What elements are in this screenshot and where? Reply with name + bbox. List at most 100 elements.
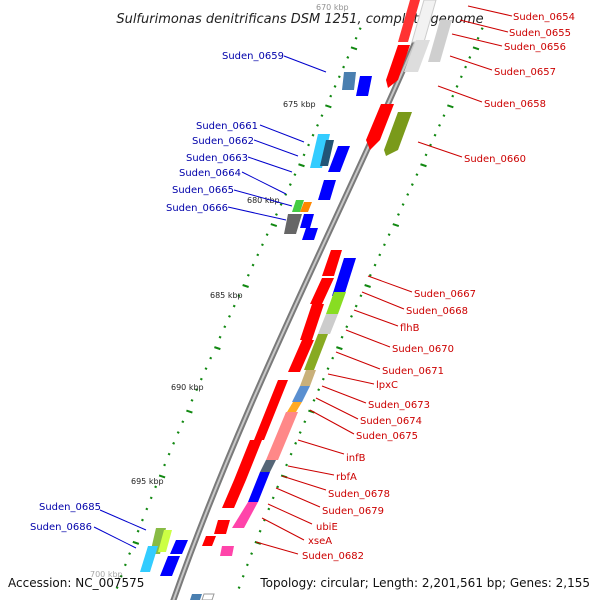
gene-label[interactable]: Suden_0664 [179, 168, 241, 179]
gene-feature [254, 380, 288, 440]
gene-label[interactable]: Suden_0659 [222, 51, 284, 62]
gene-label[interactable]: infB [346, 453, 366, 464]
gene-feature [304, 334, 328, 370]
tick-mark [354, 304, 358, 308]
tick-mark [190, 398, 194, 402]
tick-mark [245, 563, 249, 567]
gene-label[interactable]: Suden_0665 [172, 185, 234, 196]
kbp-label: 685 kbp [210, 291, 243, 300]
gene-label[interactable]: Suden_0674 [360, 416, 422, 427]
gene-label[interactable]: Suden_0675 [356, 431, 418, 442]
gene-feature [140, 546, 158, 572]
gene-label[interactable]: Suden_0671 [382, 366, 444, 377]
tick-mark [128, 552, 132, 556]
gene-label[interactable]: flhB [400, 323, 420, 334]
tick-mark [163, 463, 167, 467]
tick-mark [364, 284, 371, 288]
tick-mark [337, 75, 341, 79]
gene-label[interactable]: Suden_0667 [414, 289, 476, 300]
gene-label[interactable]: Suden_0682 [302, 551, 364, 562]
gene-feature [170, 540, 188, 554]
gene-label[interactable]: Suden_0654 [513, 12, 575, 23]
tick-mark [288, 183, 292, 186]
gene-label[interactable]: Suden_0678 [328, 489, 390, 500]
tick-mark [265, 233, 269, 237]
tick-mark [181, 420, 185, 424]
gene-feature [366, 104, 394, 150]
tick-mark [263, 518, 266, 522]
tick-mark [311, 133, 315, 137]
tick-mark [350, 315, 353, 318]
reverse-gene-labels: Suden_0659 Suden_0661 Suden_0662 Suden_0… [30, 51, 327, 549]
gene-label[interactable]: Suden_0657 [494, 67, 556, 78]
tick-mark [420, 163, 427, 168]
tick-mark [250, 552, 254, 556]
gene-feature [232, 502, 258, 528]
tick-mark [242, 284, 249, 288]
tick-mark [172, 441, 176, 445]
tick-mark [132, 540, 140, 545]
tick-mark [303, 420, 307, 424]
gene-label[interactable]: Suden_0685 [39, 502, 101, 513]
gene-label[interactable]: rbfA [336, 472, 357, 483]
tick-mark [285, 463, 289, 467]
gene-feature [220, 546, 234, 556]
gene-label[interactable]: Suden_0686 [30, 522, 92, 533]
gene-label[interactable]: Suden_0668 [406, 306, 468, 317]
tick-mark [382, 243, 386, 247]
gene-label[interactable]: Suden_0658 [484, 99, 546, 110]
tick-mark [329, 94, 333, 98]
map-title: Sulfurimonas denitrificans DSM 1251, com… [116, 12, 483, 27]
gene-label[interactable]: xseA [308, 536, 332, 547]
kbp-label: 670 kbp [316, 3, 349, 12]
gene-feature [310, 278, 334, 304]
tick-mark [136, 529, 140, 533]
tick-mark [433, 133, 437, 137]
tick-mark [325, 104, 332, 109]
tick-mark [442, 114, 446, 118]
tick-mark [167, 452, 171, 456]
gene-feature [310, 134, 330, 168]
gene-feature [284, 214, 302, 234]
tick-mark [346, 56, 350, 59]
gene-feature [266, 412, 298, 460]
gene-feature [287, 402, 302, 412]
tick-mark [256, 253, 260, 257]
gene-label[interactable]: Suden_0666 [166, 203, 228, 214]
tick-mark [149, 496, 153, 500]
gene-label[interactable]: Suden_0670 [392, 344, 454, 355]
gene-label[interactable]: Suden_0661 [196, 121, 258, 132]
tick-mark [271, 496, 275, 500]
tick-mark [123, 563, 127, 567]
gene-feature [222, 480, 246, 508]
tick-mark [316, 123, 319, 127]
tick-mark [415, 173, 419, 177]
tick-mark [410, 183, 414, 186]
tick-mark [424, 153, 428, 157]
gene-label[interactable]: Suden_0662 [192, 136, 254, 147]
tick-mark [447, 104, 454, 109]
gene-feature [248, 472, 270, 502]
gene-label[interactable]: Suden_0673 [368, 400, 430, 411]
gene-label[interactable]: Suden_0663 [186, 153, 248, 164]
tick-mark [320, 114, 324, 118]
tick-mark [406, 193, 410, 196]
tick-mark [429, 143, 433, 147]
tick-mark [340, 335, 344, 339]
gene-label[interactable]: Suden_0655 [509, 28, 571, 39]
gene-feature [326, 292, 346, 314]
tick-mark [258, 529, 262, 533]
gene-label[interactable]: Suden_0679 [322, 506, 384, 517]
tick-mark [228, 315, 231, 318]
tick-mark [298, 431, 302, 434]
tick-mark [387, 233, 391, 237]
gene-label[interactable]: ubiE [316, 522, 338, 533]
forward-gene-labels: Suden_0654 Suden_0655 Suden_0656 Suden_0… [255, 5, 575, 562]
tick-mark [293, 173, 297, 177]
tick-mark [342, 65, 346, 69]
gene-label[interactable]: Suden_0656 [504, 42, 566, 53]
tick-mark [284, 193, 288, 196]
tick-mark [401, 203, 405, 206]
gene-label[interactable]: Suden_0660 [464, 154, 526, 165]
gene-label[interactable]: lpxC [376, 380, 398, 391]
